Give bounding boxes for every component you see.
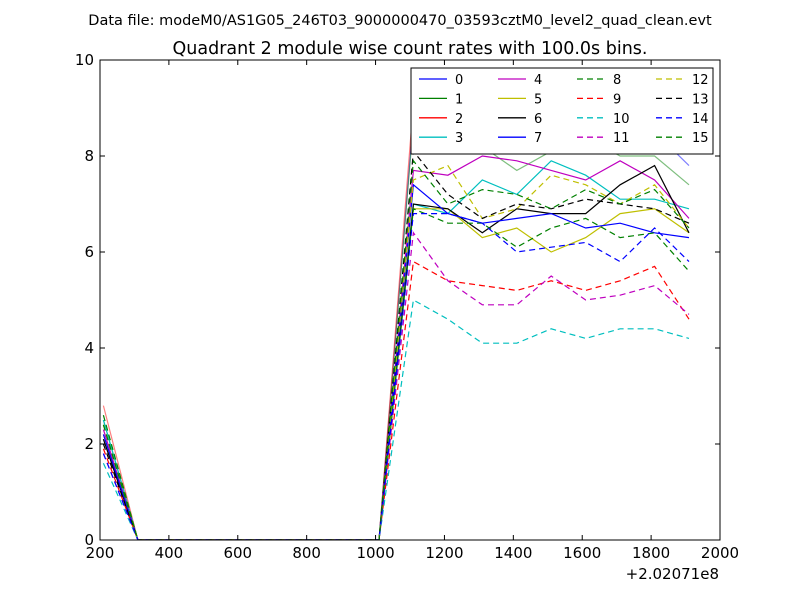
series-line-12	[102, 164, 690, 540]
x-axis-offset-label: +2.02071e8	[626, 565, 719, 583]
x-tick-label: 1600	[563, 544, 601, 562]
x-tick-label: 400	[155, 544, 184, 562]
legend-label-13: 13	[692, 92, 709, 107]
series-line-10	[102, 299, 690, 540]
y-tick-label: 6	[84, 243, 94, 261]
axis-ticks: 200 400 600 800 1000 1200 1400 1600 1800 2000 0 2 4 6…	[75, 51, 739, 562]
x-tick-label: 600	[223, 544, 252, 562]
x-tick-label: 1800	[632, 544, 670, 562]
series-line-7	[102, 183, 690, 540]
legend-label-0: 0	[455, 73, 463, 88]
y-tick-label: 4	[84, 339, 94, 357]
legend-label-5: 5	[534, 92, 542, 107]
series-layer	[102, 73, 690, 540]
legend-label-8: 8	[613, 73, 621, 88]
series-line-4	[102, 155, 690, 540]
legend-label-11: 11	[613, 131, 630, 146]
series-line-14	[102, 213, 690, 540]
legend-label-15: 15	[692, 131, 709, 146]
legend-label-3: 3	[455, 131, 463, 146]
legend-label-9: 9	[613, 92, 621, 107]
legend-box	[410, 67, 714, 155]
legend-label-7: 7	[534, 131, 542, 146]
chart-title: Quadrant 2 module wise count rates with …	[173, 39, 648, 59]
y-tick-label: 2	[84, 435, 94, 453]
x-tick-label: 200	[86, 544, 115, 562]
x-tick-label: 1000	[356, 544, 394, 562]
legend-label-10: 10	[613, 112, 630, 127]
series-line-9	[102, 260, 690, 540]
y-tick-label: 0	[84, 531, 94, 549]
x-tick-label: 1400	[494, 544, 532, 562]
series-line-11	[102, 231, 690, 540]
legend-label-2: 2	[455, 112, 463, 127]
y-tick-label: 8	[84, 147, 94, 165]
series-line-13	[102, 149, 690, 540]
x-tick-label: 1200	[425, 544, 463, 562]
data-file-label: Data file: modeM0/AS1G05_246T03_90000004…	[88, 13, 712, 29]
x-tick-label: 800	[292, 544, 321, 562]
series-line-15	[102, 159, 690, 540]
y-tick-label: 10	[75, 51, 94, 69]
x-tick-label: 2000	[701, 544, 739, 562]
legend-label-4: 4	[534, 73, 542, 88]
legend-label-12: 12	[692, 73, 709, 88]
legend-label-6: 6	[534, 112, 542, 127]
legend-label-1: 1	[455, 92, 463, 107]
legend-label-14: 14	[692, 112, 709, 127]
plot-frame	[99, 59, 721, 541]
